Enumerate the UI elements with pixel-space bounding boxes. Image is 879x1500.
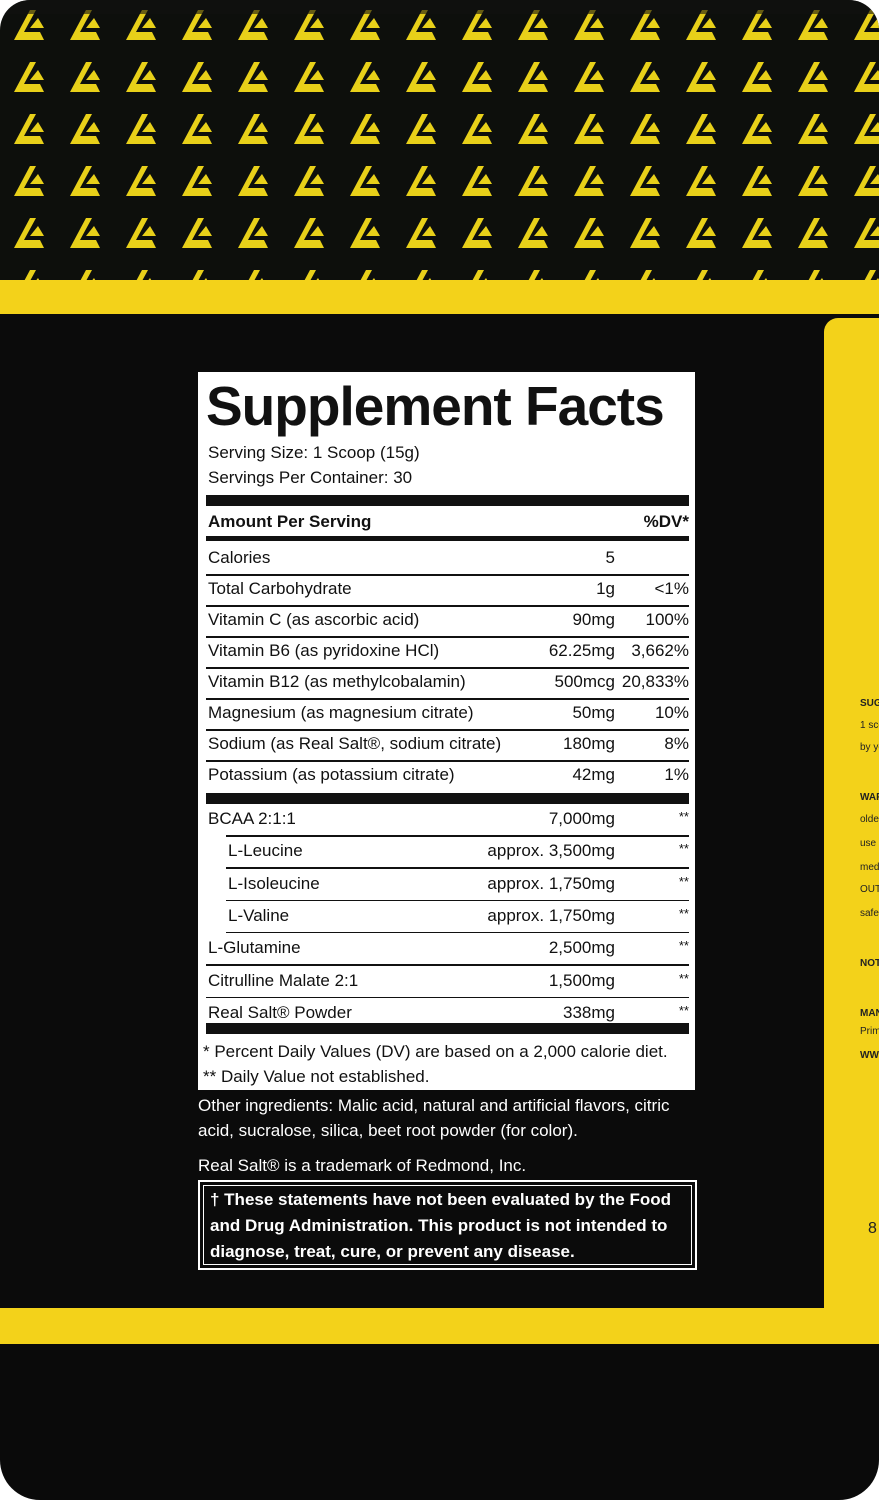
nutrient-amount: 180mg xyxy=(563,734,615,753)
nutrient-name: Calories xyxy=(208,548,271,567)
other-ingredients-section: Other ingredients: Malic acid, natural a… xyxy=(198,1093,708,1178)
ingredient-dv: ** xyxy=(678,970,689,986)
ingredient-name: BCAA 2:1:1 xyxy=(208,809,296,828)
nutrient-dv: 3,662% xyxy=(631,641,689,660)
ingredient-name: L-Leucine xyxy=(228,841,303,861)
supplement-facts-label: Supplement Facts Serving Size: 1 Scoop (… xyxy=(198,372,695,1090)
ingredient-amount: approx. 3,500mg xyxy=(487,841,615,861)
row-divider xyxy=(206,574,689,576)
ingredient-dv: ** xyxy=(678,809,689,824)
row-divider xyxy=(226,899,689,902)
nutrient-dv: 20,833% xyxy=(621,672,689,691)
nutrient-name: Magnesium (as magnesium citrate) xyxy=(208,703,474,722)
ingredient-name: Real Salt® Powder xyxy=(208,1002,352,1022)
nutrient-name: Vitamin C (as ascorbic acid) xyxy=(208,610,420,629)
ingredient-amount: approx. 1,750mg xyxy=(487,873,615,893)
nutrient-dv: 100% xyxy=(645,610,689,629)
row-divider xyxy=(226,931,689,934)
ingredient-name: Citrulline Malate 2:1 xyxy=(208,970,359,990)
yellow-band-top xyxy=(0,280,879,316)
label-title: Supplement Facts xyxy=(206,375,665,437)
row-divider xyxy=(206,605,689,607)
nutrient-dv: 1% xyxy=(664,765,689,784)
nutrient-name: Sodium (as Real Salt®, sodium citrate) xyxy=(208,734,502,753)
side-panel-text: WAR xyxy=(860,792,879,803)
fda-disclaimer: † These statements have not been evaluat… xyxy=(198,1180,697,1270)
row-divider xyxy=(206,964,689,966)
row-divider xyxy=(226,867,689,869)
servings-per-container: Servings Per Container: 30 xyxy=(208,468,413,487)
jar-base xyxy=(0,1344,879,1500)
ingredient-amount: approx. 1,750mg xyxy=(487,905,615,925)
ingredient-name: L-Glutamine xyxy=(208,938,301,958)
serving-size: Serving Size: 1 Scoop (15g) xyxy=(208,443,420,462)
side-panel-text: medi xyxy=(860,862,879,873)
divider xyxy=(206,495,689,506)
side-panel-text: Prima xyxy=(860,1026,879,1037)
row-divider xyxy=(206,698,689,700)
side-panel: SUG 1 sco by yo WAR older use medi OUT safet NOT M… xyxy=(824,318,879,1343)
side-panel-text: OUT xyxy=(860,884,879,895)
side-panel-text: older xyxy=(860,814,879,825)
row-divider xyxy=(206,729,689,731)
ingredient-name: L-Isoleucine xyxy=(228,873,320,893)
nutrient-dv: 10% xyxy=(654,703,689,722)
nutrient-name: Total Carbohydrate xyxy=(208,579,352,598)
nutrient-amount: 90mg xyxy=(572,610,615,629)
footnote-not-established: ** Daily Value not established. xyxy=(203,1067,430,1086)
side-panel-text: WW xyxy=(860,1050,879,1061)
row-divider xyxy=(206,996,689,998)
row-divider xyxy=(206,760,689,762)
side-panel-text: by yo xyxy=(860,742,879,753)
dv-header: %DV* xyxy=(643,512,689,531)
logo-pattern xyxy=(0,0,879,282)
ingredient-name: L-Valine xyxy=(228,905,290,925)
nutrient-amount: 5 xyxy=(605,548,615,567)
nutrient-amount: 42mg xyxy=(572,765,615,784)
yellow-band-bottom xyxy=(0,1308,879,1346)
divider xyxy=(206,793,689,804)
side-panel-text: SUG xyxy=(860,698,879,709)
ingredient-amount: 1,500mg xyxy=(548,970,615,990)
amount-header: Amount Per Serving xyxy=(208,512,372,531)
nutrient-dv: <1% xyxy=(654,579,690,598)
divider xyxy=(206,1023,689,1034)
ingredient-amount: 2,500mg xyxy=(548,938,615,958)
nutrient-amount: 50mg xyxy=(572,703,615,722)
row-divider xyxy=(226,835,689,837)
side-panel-text: NOT xyxy=(860,958,879,969)
ingredient-amount: 7,000mg xyxy=(548,809,615,828)
side-panel-text: MANU xyxy=(860,1008,879,1019)
ingredient-dv: ** xyxy=(678,938,689,954)
side-panel-text: 8 xyxy=(868,1220,877,1237)
jar-lid xyxy=(0,0,879,282)
ingredient-dv: ** xyxy=(678,873,689,889)
side-panel-text: use xyxy=(860,838,877,849)
ingredient-dv: ** xyxy=(678,841,689,857)
other-ingredients: Other ingredients: Malic acid, natural a… xyxy=(198,1096,670,1140)
footnote-dv: * Percent Daily Values (DV) are based on… xyxy=(203,1042,668,1061)
ingredient-dv: ** xyxy=(678,1002,689,1018)
row-divider xyxy=(206,636,689,638)
nutrient-dv: 8% xyxy=(664,734,689,753)
nutrient-amount: 1g xyxy=(596,579,615,598)
nutrient-name: Potassium (as potassium citrate) xyxy=(208,765,455,784)
nutrient-amount: 500mcg xyxy=(554,672,615,691)
nutrient-name: Vitamin B12 (as methylcobalamin) xyxy=(208,672,466,691)
row-divider xyxy=(206,667,689,669)
nutrient-name: Vitamin B6 (as pyridoxine HCl) xyxy=(208,641,440,660)
side-panel-text: 1 sco xyxy=(860,720,879,731)
ingredient-amount: 338mg xyxy=(563,1002,615,1022)
trademark-note: Real Salt® is a trademark of Redmond, In… xyxy=(198,1156,527,1175)
side-panel-text: safet xyxy=(860,908,879,919)
ingredient-dv: ** xyxy=(678,905,689,921)
nutrient-amount: 62.25mg xyxy=(548,641,615,660)
divider xyxy=(206,536,689,541)
